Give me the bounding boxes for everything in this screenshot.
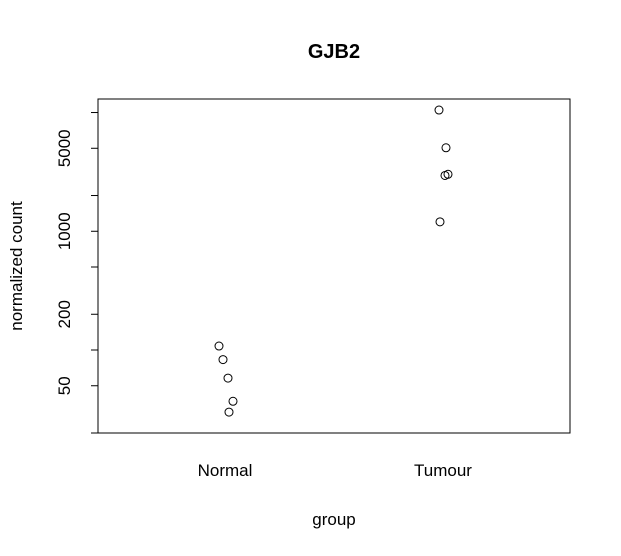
y-tick-label: 50 bbox=[55, 376, 74, 395]
data-point bbox=[224, 407, 234, 417]
data-point bbox=[218, 355, 228, 365]
data-point bbox=[214, 341, 224, 351]
chart-title: GJB2 bbox=[308, 41, 360, 63]
data-point bbox=[434, 105, 444, 115]
data-point bbox=[441, 143, 451, 153]
x-axis: Normal Tumour bbox=[198, 461, 473, 480]
x-tick-label: Normal bbox=[198, 461, 253, 480]
y-axis-title: normalized count bbox=[7, 201, 26, 331]
y-tick-label: 5000 bbox=[55, 129, 74, 167]
y-tick-label: 200 bbox=[55, 300, 74, 328]
data-point bbox=[223, 373, 233, 383]
data-point bbox=[435, 217, 445, 227]
data-point bbox=[440, 170, 450, 180]
plot-frame bbox=[97, 98, 571, 434]
x-axis-title: group bbox=[312, 510, 355, 529]
x-tick-label: Tumour bbox=[414, 461, 472, 480]
y-tick-label: 1000 bbox=[55, 212, 74, 250]
data-point bbox=[228, 396, 238, 406]
y-axis: 50 200 1000 5000 bbox=[55, 112, 98, 434]
data-points bbox=[214, 105, 453, 417]
